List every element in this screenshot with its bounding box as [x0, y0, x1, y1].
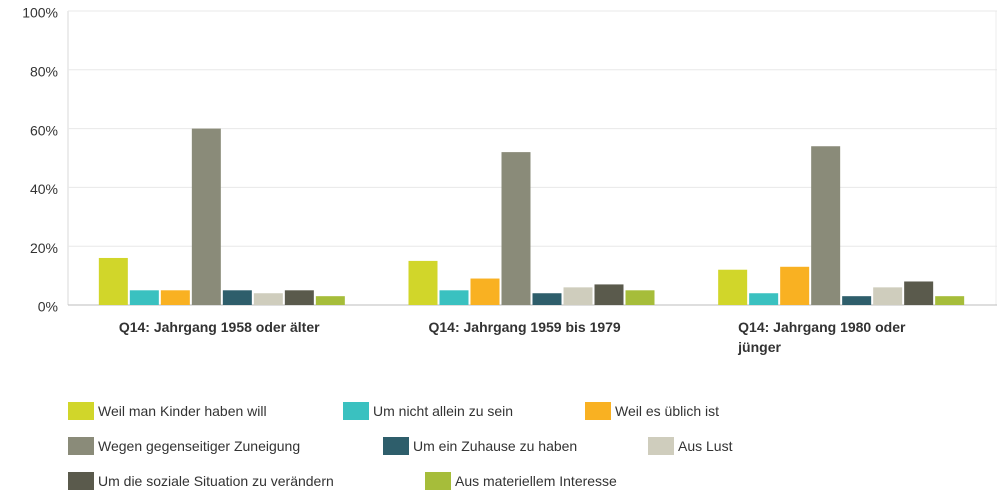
bar — [811, 146, 841, 305]
legend-swatch — [343, 402, 369, 420]
y-tick-label: 100% — [22, 5, 58, 21]
legend-swatch — [425, 472, 451, 490]
legend-item: Aus Lust — [648, 437, 732, 455]
x-tick-label: Q14: Jahrgang 1958 oder älter — [118, 319, 320, 335]
bar — [594, 284, 624, 305]
legend-item: Um nicht allein zu sein — [343, 402, 513, 420]
bar — [532, 293, 562, 305]
legend-item: Aus materiellem Interesse — [425, 472, 617, 490]
bar — [439, 290, 469, 305]
y-tick-label: 0% — [38, 299, 58, 315]
legend-swatch — [68, 437, 94, 455]
legend-label: Um ein Zuhause zu haben — [413, 438, 578, 454]
bar — [625, 290, 655, 305]
bar — [780, 266, 810, 305]
legend-item: Wegen gegenseitiger Zuneigung — [68, 437, 300, 455]
legend-item: Weil es üblich ist — [585, 402, 719, 420]
x-tick-label: Q14: Jahrgang 1959 bis 1979 — [428, 319, 621, 335]
legend-swatch — [383, 437, 409, 455]
y-tick-label: 80% — [30, 64, 58, 80]
legend-swatch — [585, 402, 611, 420]
legend-label: Aus Lust — [678, 438, 733, 454]
y-tick-label: 20% — [30, 240, 58, 256]
legend-swatch — [648, 437, 674, 455]
legend-label: Weil man Kinder haben will — [98, 403, 267, 419]
bar — [718, 269, 748, 305]
bar — [129, 290, 159, 305]
legend-item: Um die soziale Situation zu verändern — [68, 472, 334, 490]
legend-swatch — [68, 402, 94, 420]
bar — [470, 278, 500, 305]
legend-label: Weil es üblich ist — [615, 403, 720, 419]
bar — [749, 293, 779, 305]
y-tick-label: 60% — [30, 122, 58, 138]
legend-label: Wegen gegenseitiger Zuneigung — [98, 438, 301, 454]
bar — [842, 296, 872, 305]
bar — [904, 281, 934, 305]
legend-label: Um nicht allein zu sein — [373, 403, 514, 419]
bar — [935, 296, 965, 305]
legend-swatch — [68, 472, 94, 490]
bar — [873, 287, 903, 305]
bar — [563, 287, 593, 305]
bar — [501, 152, 531, 305]
bar — [253, 293, 283, 305]
legend-item: Weil man Kinder haben will — [68, 402, 267, 420]
legend-item: Um ein Zuhause zu haben — [383, 437, 577, 455]
legend-label: Aus materiellem Interesse — [455, 473, 617, 489]
bar — [284, 290, 314, 305]
x-tick-label: Q14: Jahrgang 1980 oder jünger — [738, 319, 906, 355]
legend-label: Um die soziale Situation zu verändern — [98, 473, 334, 489]
bar — [408, 260, 438, 305]
bar — [191, 128, 221, 305]
bar — [315, 296, 345, 305]
bar — [98, 257, 128, 305]
bar — [160, 290, 190, 305]
y-tick-label: 40% — [30, 181, 58, 197]
bar — [222, 290, 252, 305]
